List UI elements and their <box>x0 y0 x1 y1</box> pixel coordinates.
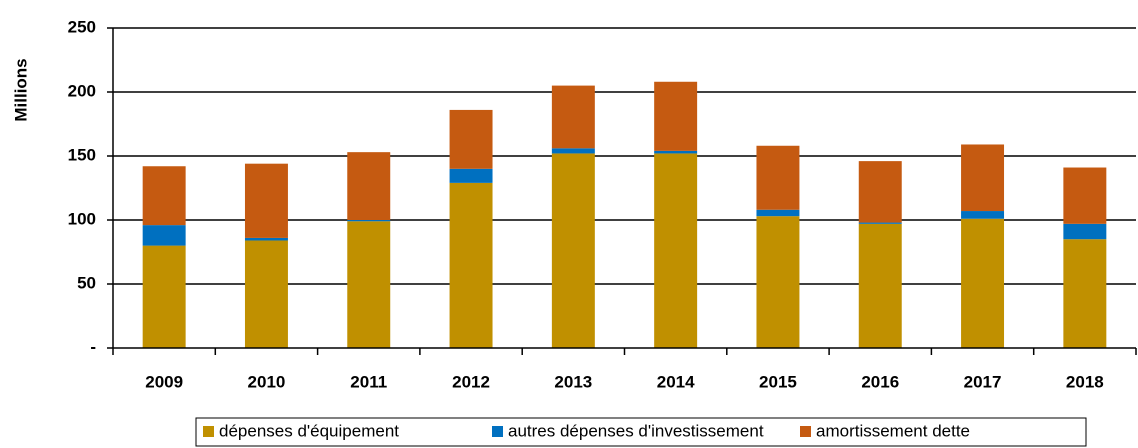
bar-segment <box>858 222 902 224</box>
bar-segment <box>142 225 186 246</box>
bar-segment <box>654 81 698 151</box>
bar-segment <box>449 168 493 183</box>
legend-label: autres dépenses d'investissement <box>508 421 764 440</box>
y-tick-label: 150 <box>68 145 96 164</box>
bar-segment <box>551 153 595 348</box>
bar-segment <box>244 163 288 238</box>
bar-segment <box>347 221 391 348</box>
bar-segment <box>654 153 698 348</box>
bar-segment <box>858 223 902 348</box>
legend-swatch <box>492 426 503 437</box>
legend-swatch <box>800 426 811 437</box>
legend-label: dépenses d'équipement <box>219 421 399 440</box>
x-tick-label: 2010 <box>248 372 286 391</box>
x-tick-label: 2013 <box>554 372 592 391</box>
bar-segment <box>756 216 800 348</box>
bar-segment <box>961 218 1005 348</box>
bar-segment <box>244 237 288 241</box>
bar-segment <box>347 152 391 220</box>
y-tick-label: 100 <box>68 209 96 228</box>
bar-segment <box>551 85 595 149</box>
bar-segment <box>551 148 595 154</box>
y-axis-label: Millions <box>11 58 30 121</box>
bar-segment <box>654 150 698 154</box>
bar-segment <box>1063 167 1107 224</box>
bar-segment <box>1063 239 1107 348</box>
bar-segment <box>1063 223 1107 240</box>
bar-segment <box>347 220 391 222</box>
legend-swatch <box>203 426 214 437</box>
legend-box <box>195 417 1087 447</box>
bar-segment <box>961 211 1005 219</box>
bar-segment <box>449 109 493 169</box>
bar-segment <box>142 166 186 226</box>
legend-label: amortissement dette <box>816 421 970 440</box>
x-tick-label: 2014 <box>657 372 695 391</box>
y-tick-label: 50 <box>77 273 96 292</box>
x-tick-label: 2012 <box>452 372 490 391</box>
bar-segment <box>858 161 902 223</box>
bar-segment <box>961 144 1005 212</box>
y-tick-label: 200 <box>68 81 96 100</box>
x-tick-label: 2011 <box>350 372 387 391</box>
bar-segment <box>756 145 800 210</box>
x-tick-label: 2018 <box>1066 372 1104 391</box>
y-tick-label: 250 <box>68 17 96 36</box>
bar-segment <box>142 245 186 348</box>
x-tick-label: 2009 <box>145 372 183 391</box>
x-tick-label: 2017 <box>964 372 1002 391</box>
bar-segment <box>756 209 800 217</box>
bar-segment <box>449 182 493 348</box>
x-tick-label: 2016 <box>861 372 899 391</box>
x-tick-label: 2015 <box>759 372 797 391</box>
y-tick-label: - <box>90 337 96 356</box>
bar-segment <box>244 240 288 348</box>
